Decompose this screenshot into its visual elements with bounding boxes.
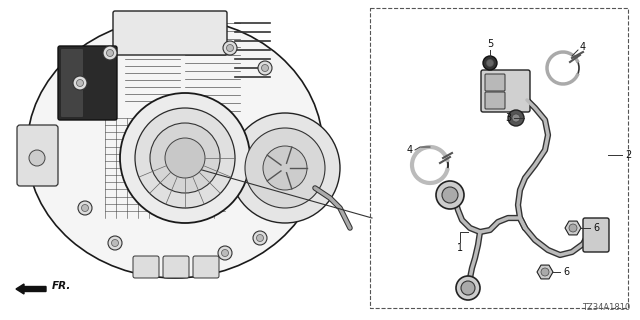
Text: 2: 2 xyxy=(625,150,631,160)
Circle shape xyxy=(103,46,117,60)
Circle shape xyxy=(569,224,577,232)
Circle shape xyxy=(108,236,122,250)
Circle shape xyxy=(230,113,340,223)
Circle shape xyxy=(442,187,458,203)
FancyBboxPatch shape xyxy=(113,11,227,55)
Circle shape xyxy=(262,65,269,71)
FancyBboxPatch shape xyxy=(163,256,189,278)
Circle shape xyxy=(81,204,88,212)
FancyBboxPatch shape xyxy=(58,46,117,120)
Circle shape xyxy=(461,281,475,295)
Circle shape xyxy=(436,181,464,209)
Polygon shape xyxy=(537,265,553,279)
Circle shape xyxy=(73,76,87,90)
Circle shape xyxy=(227,44,234,52)
Text: 6: 6 xyxy=(593,223,599,233)
Text: FR.: FR. xyxy=(52,281,72,291)
Circle shape xyxy=(29,150,45,166)
FancyBboxPatch shape xyxy=(481,70,530,112)
Circle shape xyxy=(111,239,118,246)
Circle shape xyxy=(541,268,549,276)
FancyBboxPatch shape xyxy=(485,92,505,109)
Circle shape xyxy=(78,201,92,215)
FancyBboxPatch shape xyxy=(193,256,219,278)
Circle shape xyxy=(218,246,232,260)
Circle shape xyxy=(257,235,264,242)
Circle shape xyxy=(512,114,520,122)
Circle shape xyxy=(77,79,83,86)
Text: 5: 5 xyxy=(487,39,493,49)
Text: 1: 1 xyxy=(457,243,463,253)
Circle shape xyxy=(456,276,480,300)
Text: TZ34A1810: TZ34A1810 xyxy=(582,303,630,312)
Circle shape xyxy=(150,123,220,193)
Bar xyxy=(370,8,628,308)
Text: 4: 4 xyxy=(407,145,413,155)
FancyArrow shape xyxy=(16,284,46,294)
FancyBboxPatch shape xyxy=(61,49,83,117)
Circle shape xyxy=(120,93,250,223)
Circle shape xyxy=(221,250,228,257)
FancyBboxPatch shape xyxy=(485,74,505,91)
Circle shape xyxy=(263,146,307,190)
Circle shape xyxy=(483,56,497,70)
Circle shape xyxy=(245,128,325,208)
Circle shape xyxy=(106,50,113,57)
Circle shape xyxy=(258,61,272,75)
Ellipse shape xyxy=(27,18,323,278)
Polygon shape xyxy=(565,221,581,235)
FancyBboxPatch shape xyxy=(17,125,58,186)
Circle shape xyxy=(253,231,267,245)
Circle shape xyxy=(135,108,235,208)
Circle shape xyxy=(508,110,524,126)
FancyBboxPatch shape xyxy=(133,256,159,278)
Circle shape xyxy=(223,41,237,55)
Text: 6: 6 xyxy=(563,267,569,277)
Circle shape xyxy=(165,138,205,178)
Text: 4: 4 xyxy=(580,42,586,52)
Circle shape xyxy=(486,60,493,67)
Text: 3: 3 xyxy=(505,113,511,123)
FancyBboxPatch shape xyxy=(583,218,609,252)
